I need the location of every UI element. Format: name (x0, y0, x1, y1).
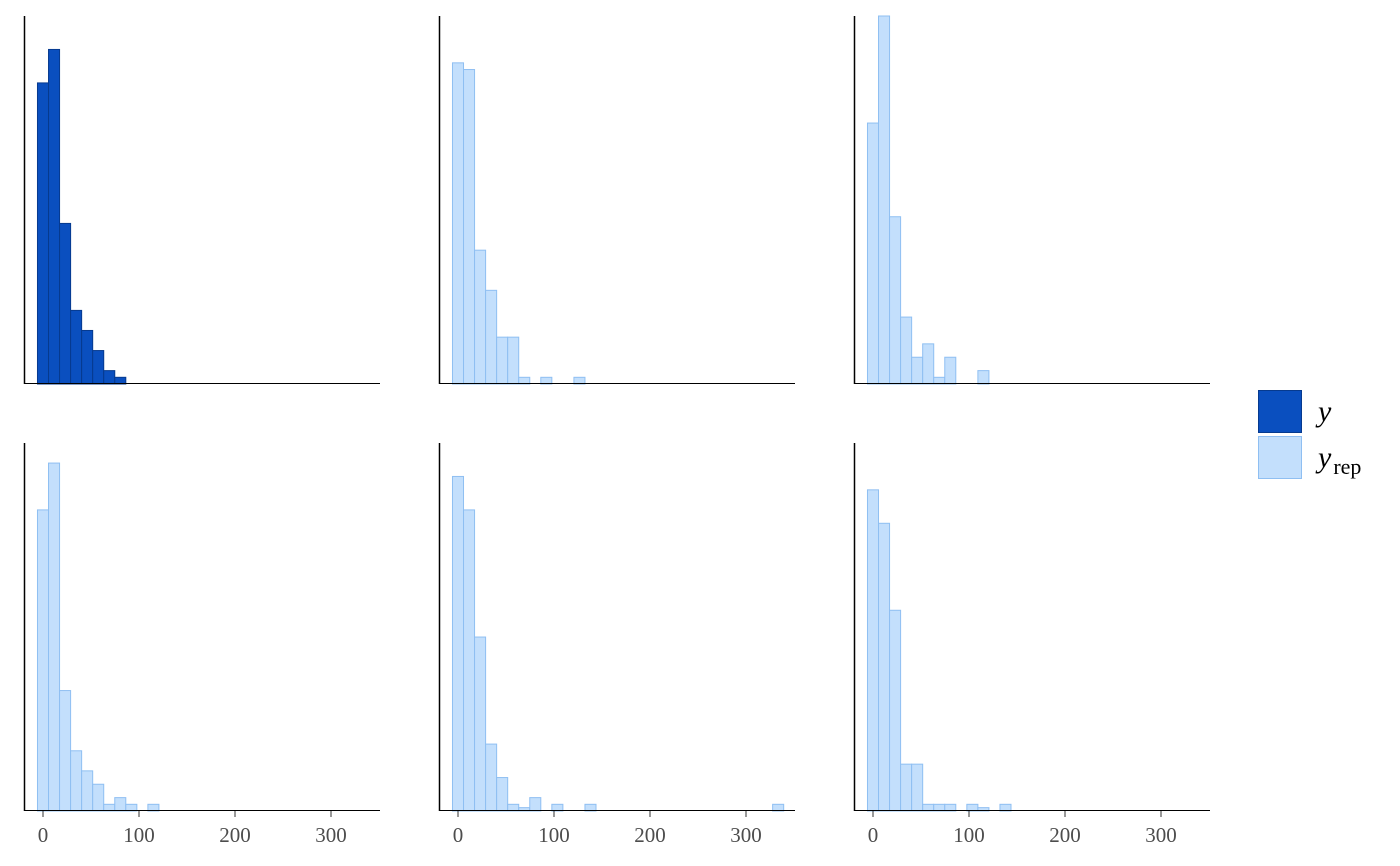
histogram-bar (463, 509, 476, 812)
x-tick-label: 100 (123, 823, 155, 847)
histogram-bar (36, 82, 50, 385)
x-tick-label: 0 (453, 823, 464, 847)
histogram-bar (922, 343, 935, 385)
histogram-bar (999, 803, 1012, 812)
x-tick-label: 100 (953, 823, 985, 847)
histogram-bar (944, 803, 957, 812)
histogram-bar (36, 509, 50, 812)
facet-panel-6: 0 100 200 300 (853, 443, 1210, 847)
legend-item-yrep: yrep (1258, 436, 1361, 479)
histogram-bar (889, 216, 902, 385)
x-tick-label: 200 (219, 823, 251, 847)
histogram-bar (584, 803, 597, 812)
x-tick-label: 300 (315, 823, 347, 847)
histogram-bar (485, 743, 498, 812)
x-tick-label: 100 (538, 823, 570, 847)
histogram-bar (507, 803, 520, 812)
histogram-bar (900, 763, 913, 812)
x-tick-label: 200 (1049, 823, 1081, 847)
histogram-bar (451, 475, 465, 812)
histogram-bar (474, 636, 487, 812)
histogram-bar (866, 489, 880, 812)
facet-panel-4: 0 100 200 300 (23, 443, 380, 847)
histogram-bar (518, 376, 531, 385)
histogram-bar (70, 309, 83, 385)
histogram-bar (474, 249, 487, 385)
histogram-bar (878, 15, 891, 385)
histogram-bar (977, 370, 990, 385)
histogram-bar (92, 350, 105, 385)
legend-label-y: y (1318, 394, 1332, 428)
histogram-bar (114, 797, 127, 812)
histogram-bar (933, 803, 946, 812)
histogram-bar (114, 376, 127, 385)
histogram-bar (900, 316, 913, 385)
histogram-bar (451, 62, 465, 385)
histogram-bar (540, 376, 553, 385)
histogram-bar (147, 803, 160, 812)
facet-panel-3 (853, 15, 1210, 385)
histogram-bar (92, 783, 105, 812)
legend: y yrep (1258, 388, 1388, 488)
histogram-bar (103, 803, 116, 812)
histogram-bar (944, 356, 957, 385)
legend-item-y: y (1258, 390, 1331, 433)
x-tick-label: 0 (38, 823, 49, 847)
histogram-bar (81, 329, 94, 385)
histogram-bar (125, 803, 138, 812)
histogram-bar (573, 376, 586, 385)
facet-panel-2 (438, 16, 795, 385)
histogram-bar (48, 48, 61, 385)
histogram-bar (81, 770, 94, 812)
facet-panel-5: 0 100 200 300 (438, 443, 795, 847)
histogram-bar (911, 356, 924, 385)
histogram-bar (922, 803, 935, 812)
legend-key-yrep (1258, 436, 1302, 479)
histogram-bar (485, 289, 498, 385)
histogram-bar (933, 376, 946, 385)
legend-key-y (1258, 390, 1302, 433)
histogram-bar (59, 222, 72, 385)
histogram-bar (496, 336, 509, 385)
histogram-bar (529, 797, 542, 812)
histogram-bar (103, 370, 116, 385)
histogram-bar (507, 336, 520, 385)
histogram-bar (70, 750, 83, 812)
x-tick-label: 300 (730, 823, 762, 847)
histogram-bar (59, 690, 72, 812)
histogram-bar (889, 609, 902, 812)
histogram-bar (878, 522, 891, 812)
histogram-bar (463, 69, 476, 385)
x-tick-label: 300 (1145, 823, 1177, 847)
histogram-bar (911, 763, 924, 812)
histogram-bar (966, 803, 979, 812)
x-tick-label: 200 (634, 823, 666, 847)
histogram-bar (772, 803, 785, 812)
histogram-bar (866, 122, 880, 385)
legend-label-yrep: yrep (1318, 440, 1362, 479)
x-tick-label: 0 (868, 823, 879, 847)
facet-panel-1 (23, 16, 380, 385)
histogram-bar (48, 462, 61, 812)
histogram-bar (551, 803, 564, 812)
histogram-bar (496, 777, 509, 812)
